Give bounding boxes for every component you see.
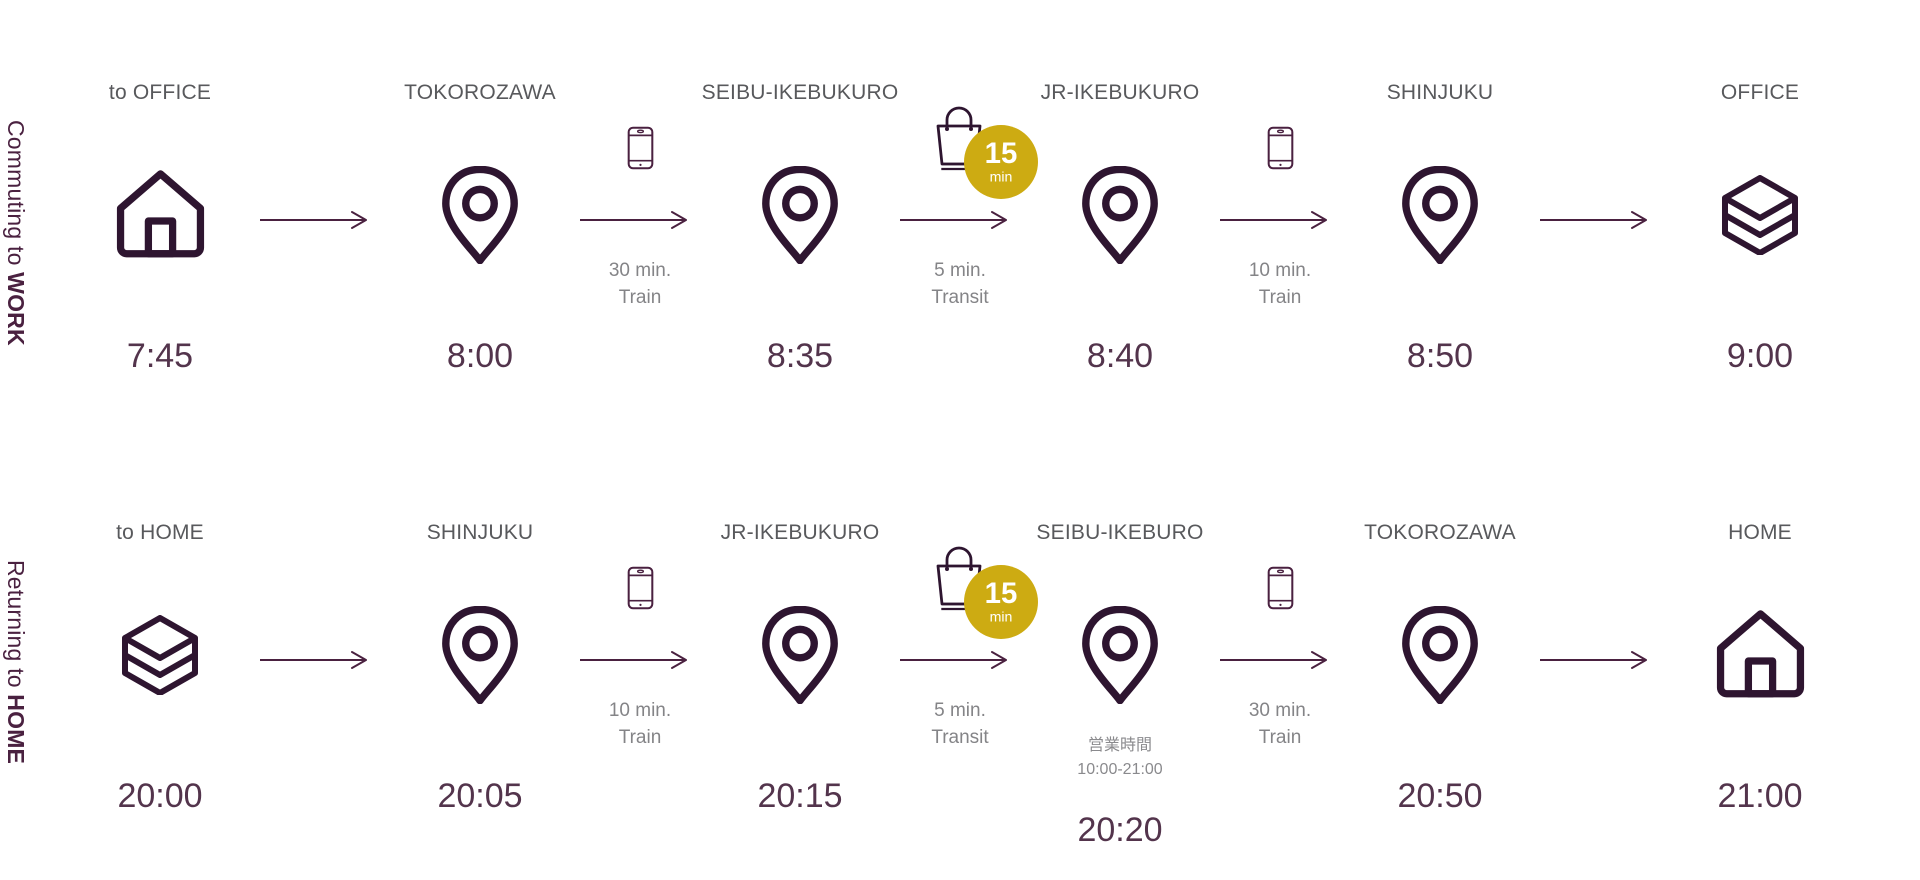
svg-text:15: 15 xyxy=(985,137,1018,170)
svg-text:min: min xyxy=(990,169,1013,185)
svg-text:min: min xyxy=(990,609,1013,625)
svg-text:15: 15 xyxy=(985,577,1018,610)
